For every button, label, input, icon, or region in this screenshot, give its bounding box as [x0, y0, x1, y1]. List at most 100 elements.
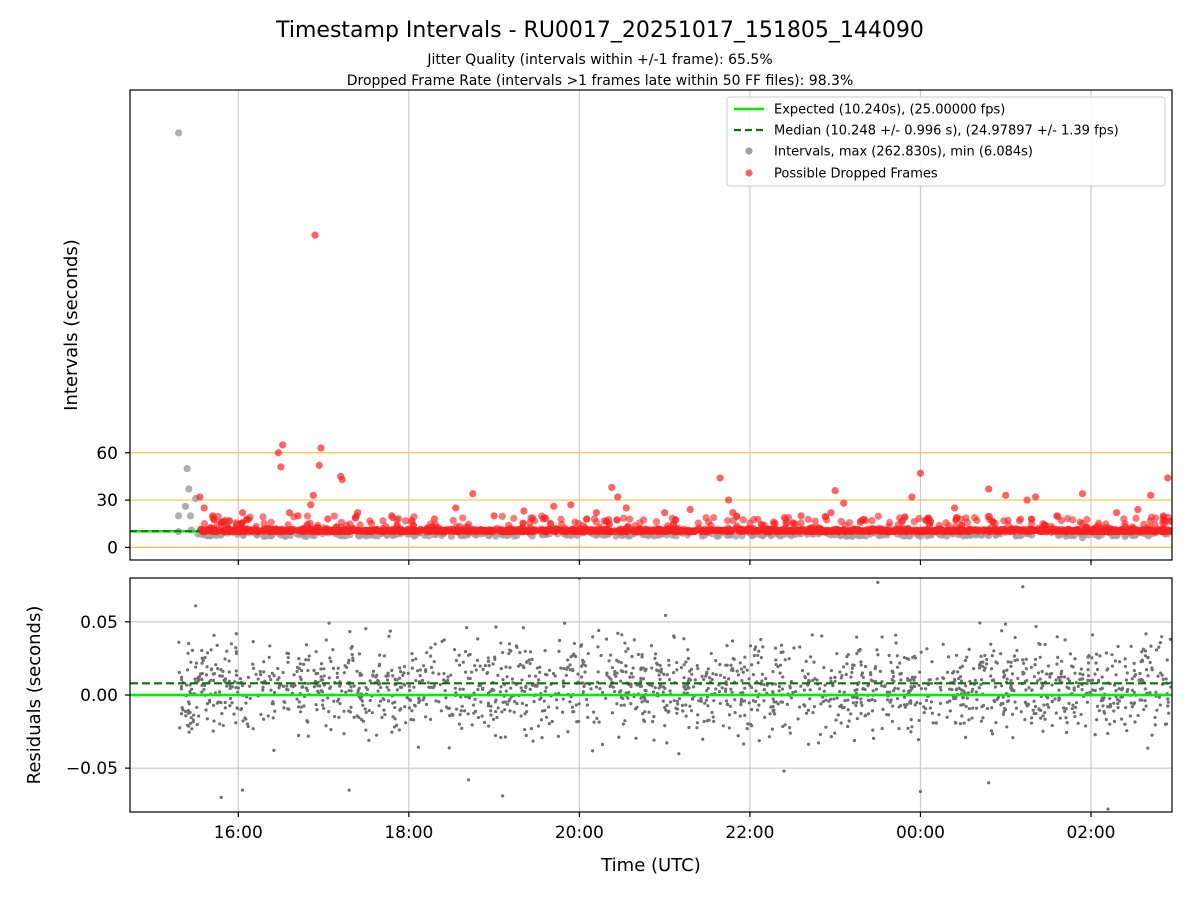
- dropped-frame-point: [1060, 526, 1068, 534]
- dropped-frame-point: [950, 504, 959, 512]
- residual-point: [335, 675, 340, 680]
- residual-point: [195, 722, 199, 727]
- residual-point: [859, 711, 863, 716]
- residual-point: [267, 674, 271, 679]
- residual-point: [398, 685, 402, 689]
- residual-point: [875, 648, 879, 652]
- residual-point: [1009, 679, 1013, 683]
- dropped-frame-point: [1164, 474, 1172, 482]
- residual-point: [407, 706, 412, 710]
- dropped-frame-point: [304, 520, 312, 528]
- residual-point: [629, 671, 634, 676]
- residual-point: [1084, 724, 1088, 728]
- residual-point: [1123, 722, 1127, 726]
- residual-point: [958, 675, 963, 679]
- residual-point: [350, 644, 354, 649]
- residual-point: [342, 732, 346, 736]
- residual-point: [1113, 659, 1117, 663]
- residual-point: [746, 722, 750, 726]
- residual-point: [621, 722, 625, 726]
- residual-point: [331, 666, 336, 670]
- residual-point: [733, 698, 737, 702]
- residual-point: [619, 660, 623, 665]
- dropped-frame-point: [294, 512, 302, 520]
- dropped-frame-point: [876, 527, 885, 536]
- residual-point: [512, 699, 517, 704]
- residual-point: [612, 689, 617, 694]
- residual-point: [524, 660, 529, 664]
- residual-point: [898, 661, 902, 665]
- residual-point: [322, 706, 326, 710]
- residual-point: [418, 668, 423, 672]
- residual-point: [640, 700, 644, 704]
- residual-point: [885, 712, 889, 717]
- residual-point: [894, 633, 898, 637]
- residual-point: [228, 683, 232, 688]
- dropped-frame-point: [332, 523, 341, 531]
- residual-point: [416, 669, 420, 673]
- residual-point: [1057, 697, 1062, 701]
- residual-point: [859, 663, 863, 667]
- dropped-frame-point: [1069, 527, 1077, 535]
- dropped-frame-point: [698, 527, 706, 536]
- residual-point: [1144, 668, 1149, 672]
- residual-point: [328, 656, 332, 660]
- residual-point: [446, 675, 450, 679]
- residual-point: [478, 683, 482, 687]
- residual-point: [476, 687, 480, 692]
- residual-point: [1000, 629, 1004, 633]
- residual-point: [653, 652, 658, 656]
- residual-point: [1046, 664, 1051, 668]
- residual-point: [251, 662, 255, 666]
- residual-point: [272, 748, 276, 752]
- residual-point: [1064, 707, 1068, 711]
- residual-point: [634, 736, 638, 740]
- residual-point: [864, 713, 868, 717]
- residual-point: [452, 647, 457, 652]
- residual-point: [321, 698, 325, 703]
- residual-point: [702, 719, 706, 724]
- residual-point: [1013, 700, 1017, 704]
- residuals-y-axis-label: Residuals (seconds): [24, 606, 45, 785]
- dropped-frame-point: [279, 441, 287, 449]
- residual-point: [476, 715, 481, 720]
- residual-point: [761, 645, 765, 649]
- dropped-frame-point: [901, 513, 909, 521]
- residual-point: [466, 676, 470, 680]
- residual-point: [822, 689, 826, 693]
- residual-point: [821, 699, 825, 704]
- residual-point: [663, 724, 667, 728]
- residual-point: [822, 665, 826, 670]
- residual-point: [643, 688, 647, 692]
- residual-point: [594, 685, 599, 689]
- residual-point: [481, 687, 485, 692]
- residual-point: [1019, 710, 1023, 714]
- dropped-frame-point: [686, 505, 694, 514]
- residual-point: [359, 717, 364, 722]
- residual-point: [486, 656, 490, 660]
- residual-point: [754, 689, 758, 693]
- residual-point: [853, 688, 857, 692]
- residual-point: [1054, 711, 1058, 715]
- residual-point: [235, 706, 240, 710]
- residual-point: [463, 650, 468, 654]
- residual-point: [575, 720, 579, 724]
- residual-point: [1065, 721, 1069, 725]
- residual-point: [1000, 684, 1004, 688]
- residual-point: [344, 690, 348, 694]
- residual-point: [959, 688, 964, 692]
- dropped-frame-point: [581, 527, 589, 535]
- residual-point: [524, 685, 528, 690]
- residual-point: [387, 688, 391, 692]
- residual-point: [459, 709, 463, 713]
- residual-point: [487, 724, 491, 728]
- residual-point: [246, 724, 250, 729]
- residual-point: [1012, 654, 1017, 658]
- residual-point: [619, 669, 623, 673]
- dropped-frame-point: [925, 515, 933, 523]
- residual-point: [967, 718, 971, 722]
- residual-point: [757, 649, 761, 653]
- residual-point: [393, 700, 397, 704]
- legend-intervals-swatch: [745, 147, 753, 155]
- residual-point: [1055, 662, 1059, 666]
